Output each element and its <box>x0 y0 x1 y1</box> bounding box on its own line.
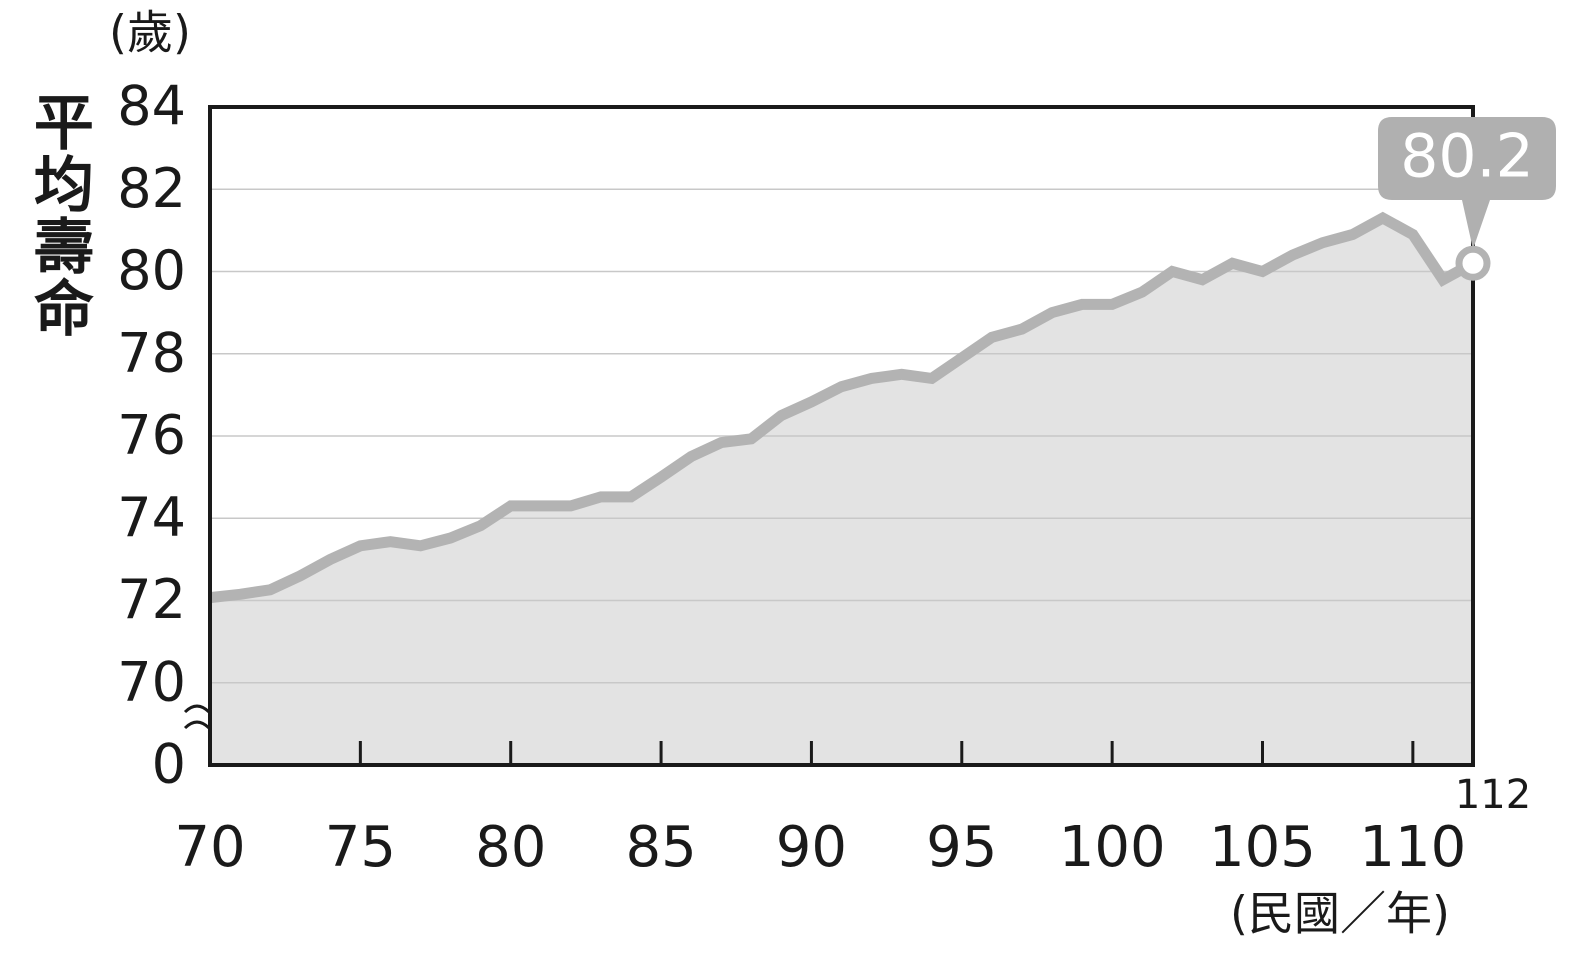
area <box>210 218 1473 766</box>
y-tick-label: 74 <box>117 486 186 549</box>
x-tick-label: 70 <box>174 815 245 880</box>
y-axis-label: 平均壽命 <box>23 91 93 339</box>
y-tick-label: 0 <box>152 733 186 796</box>
y-tick-label: 80 <box>117 239 186 302</box>
x-tick-label: 75 <box>325 815 396 880</box>
y-tick-label: 70 <box>117 650 186 713</box>
x-tick-label: 95 <box>926 815 997 880</box>
callout-box <box>1378 117 1556 250</box>
line <box>209 211 1476 604</box>
y-tick-label: 76 <box>117 404 186 467</box>
y-tick-label: 84 <box>117 75 186 138</box>
x-tick-label: 100 <box>1059 815 1166 880</box>
x-tick-label: 85 <box>625 815 696 880</box>
x-tick-label: 112 <box>1455 772 1531 818</box>
x-tick-label: 90 <box>776 815 847 880</box>
plot-frame <box>208 105 1475 767</box>
y-tick-label: 78 <box>117 321 186 384</box>
y-unit: (歲) <box>109 6 191 60</box>
x-tick-label: 110 <box>1359 815 1466 880</box>
y-tick-label: 82 <box>117 157 186 220</box>
x-tick-label: 105 <box>1209 815 1316 880</box>
end-point <box>1455 245 1491 281</box>
y-tick-label: 72 <box>117 568 186 631</box>
x-tick-label: 80 <box>475 815 546 880</box>
value-label: 80.2 <box>1400 122 1534 192</box>
x-axis-label: (民國／年) <box>1230 887 1450 941</box>
